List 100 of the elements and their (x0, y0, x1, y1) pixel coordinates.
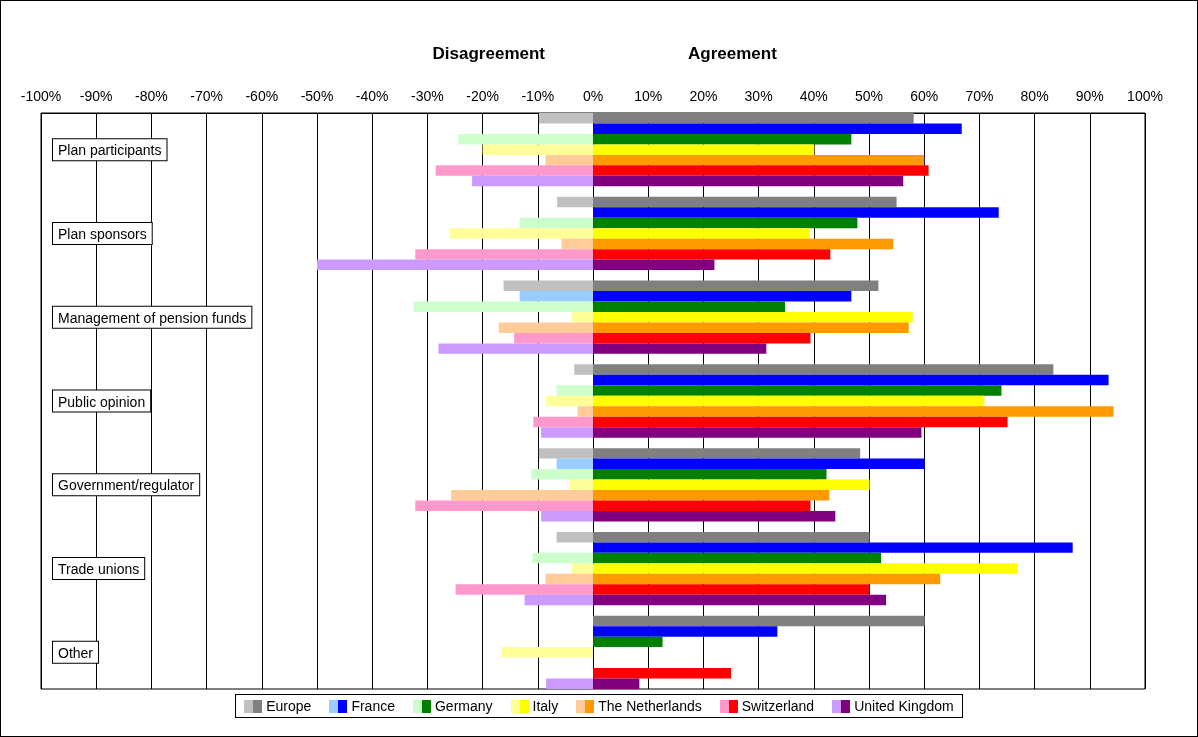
bar (593, 479, 870, 491)
bar (519, 291, 593, 302)
bar (593, 542, 1073, 553)
bar (593, 573, 941, 585)
bar (593, 531, 870, 543)
bar (593, 123, 962, 134)
bar (593, 343, 767, 354)
bar (593, 175, 904, 187)
bar (545, 154, 593, 166)
bar (593, 678, 640, 689)
bar (593, 311, 913, 323)
legend-label: Switzerland (741, 698, 815, 714)
x-tick-label: 30% (744, 88, 773, 104)
bar (524, 594, 593, 606)
bar (593, 165, 929, 176)
bar (472, 175, 593, 187)
x-tick-label: 100% (1127, 88, 1163, 104)
bar (593, 259, 715, 271)
bar (593, 385, 1002, 396)
y-tick-label: Trade unions (58, 561, 140, 578)
bar (531, 469, 593, 480)
bar (574, 364, 593, 375)
bar (541, 427, 593, 438)
x-tick-label: -60% (245, 88, 279, 104)
bar (482, 144, 593, 155)
bar (571, 563, 593, 574)
bar (593, 207, 999, 218)
bar (593, 615, 925, 627)
bar (520, 217, 593, 229)
bar (451, 490, 593, 501)
bar (546, 678, 593, 689)
bar (501, 647, 593, 658)
bar (593, 228, 810, 239)
bar (556, 385, 593, 396)
bar (593, 584, 870, 595)
x-tick-label: -50% (300, 88, 334, 104)
bar (415, 249, 593, 260)
bar (593, 626, 778, 637)
bar (593, 374, 1109, 386)
bar (533, 416, 593, 428)
bar (593, 668, 731, 679)
bar (449, 228, 593, 239)
bar (514, 332, 593, 344)
x-tick-label: -40% (355, 88, 389, 104)
y-tick-label: Plan sponsors (58, 225, 147, 242)
bar (593, 416, 1008, 428)
bar (593, 427, 922, 438)
bar (546, 395, 593, 407)
y-tick-label: Management of pension funds (58, 309, 247, 326)
bar (593, 636, 663, 648)
bar (577, 406, 593, 417)
text: Disagreement (432, 44, 546, 63)
y-tick-label: Public opinion (58, 393, 146, 410)
bar (593, 291, 852, 302)
bar (498, 322, 593, 333)
bar (415, 500, 593, 511)
bar (593, 395, 985, 407)
bar (569, 479, 593, 491)
bar (593, 154, 925, 166)
bar (593, 301, 786, 312)
text: Agreement (688, 44, 778, 63)
bar (593, 563, 1018, 574)
bar (435, 165, 593, 176)
x-tick-label: -10% (521, 88, 555, 104)
y-tick-label: Plan participants (58, 142, 162, 159)
bar (593, 280, 879, 292)
bar (593, 364, 1054, 375)
bar (593, 113, 914, 124)
x-tick-label: -100% (20, 88, 62, 104)
bar (593, 332, 811, 344)
x-tick-label: -30% (411, 88, 444, 104)
y-tick-label: Other (58, 644, 94, 661)
x-tick-label: 80% (1020, 88, 1049, 104)
x-tick-label: 90% (1075, 88, 1104, 104)
bar (438, 343, 593, 354)
legend-label: The Netherlands (598, 698, 702, 714)
bar (538, 113, 593, 124)
bar (556, 531, 593, 543)
x-tick-label: 10% (634, 88, 663, 104)
bar (561, 238, 593, 250)
bar (413, 301, 593, 312)
bar (556, 458, 593, 470)
bar (532, 552, 593, 564)
x-tick-label: -80% (135, 88, 168, 104)
bar (593, 144, 815, 155)
bar (571, 311, 593, 323)
bar (593, 196, 897, 208)
bar (538, 448, 593, 459)
x-tick-label: -20% (466, 88, 499, 104)
bar (593, 249, 831, 260)
legend-label: Europe (266, 698, 312, 714)
bar (593, 238, 894, 250)
legend-label: Germany (434, 698, 493, 714)
legend-label: United Kingdom (854, 698, 954, 714)
bar (593, 500, 811, 511)
bar (557, 196, 593, 208)
x-tick-label: 40% (799, 88, 828, 104)
bar (593, 406, 1114, 417)
legend-label: Italy (532, 698, 559, 714)
x-tick-label: 0% (582, 88, 604, 104)
